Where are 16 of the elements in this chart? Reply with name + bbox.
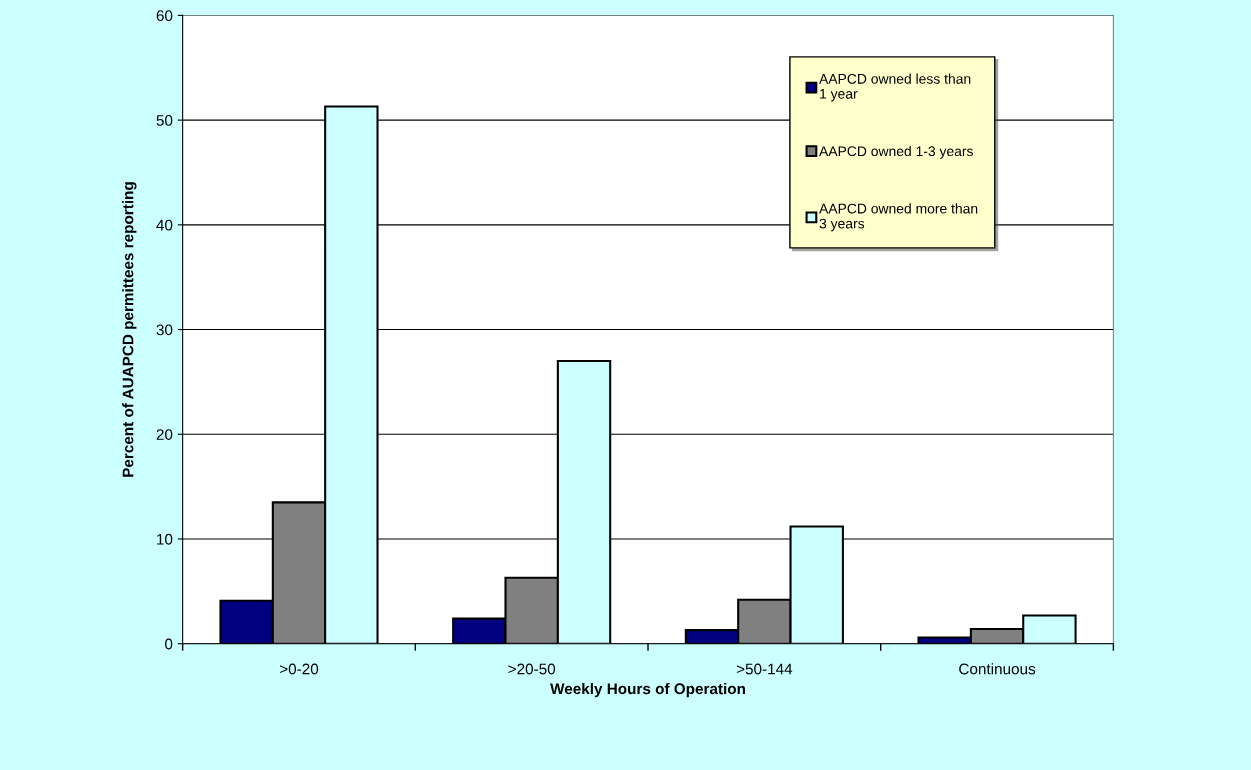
legend-label: AAPCD owned 1-3 years bbox=[819, 145, 973, 159]
x-tick-label: >0-20 bbox=[279, 663, 319, 675]
x-tick-label: >50-144 bbox=[736, 663, 793, 675]
y-tick-label: 10 bbox=[157, 533, 173, 545]
y-tick-label: 40 bbox=[156, 219, 173, 231]
x-tick-label: Continuous bbox=[959, 663, 1036, 675]
x-tick-label: >20-50 bbox=[508, 663, 556, 675]
legend-label: AAPCD owned less than 1 year bbox=[819, 73, 971, 102]
y-tick-label: 0 bbox=[165, 638, 173, 650]
legend-label: AAPCD owned more than 3 years bbox=[819, 203, 978, 232]
y-tick-label: 60 bbox=[156, 10, 173, 22]
y-axis-title: Percent of AUAPCD permittees reporting bbox=[122, 182, 137, 477]
y-tick-label: 50 bbox=[156, 114, 173, 126]
x-axis-title: Weekly Hours of Operation bbox=[550, 682, 745, 698]
y-tick-label: 30 bbox=[156, 324, 173, 336]
y-tick-label: 20 bbox=[156, 429, 173, 440]
